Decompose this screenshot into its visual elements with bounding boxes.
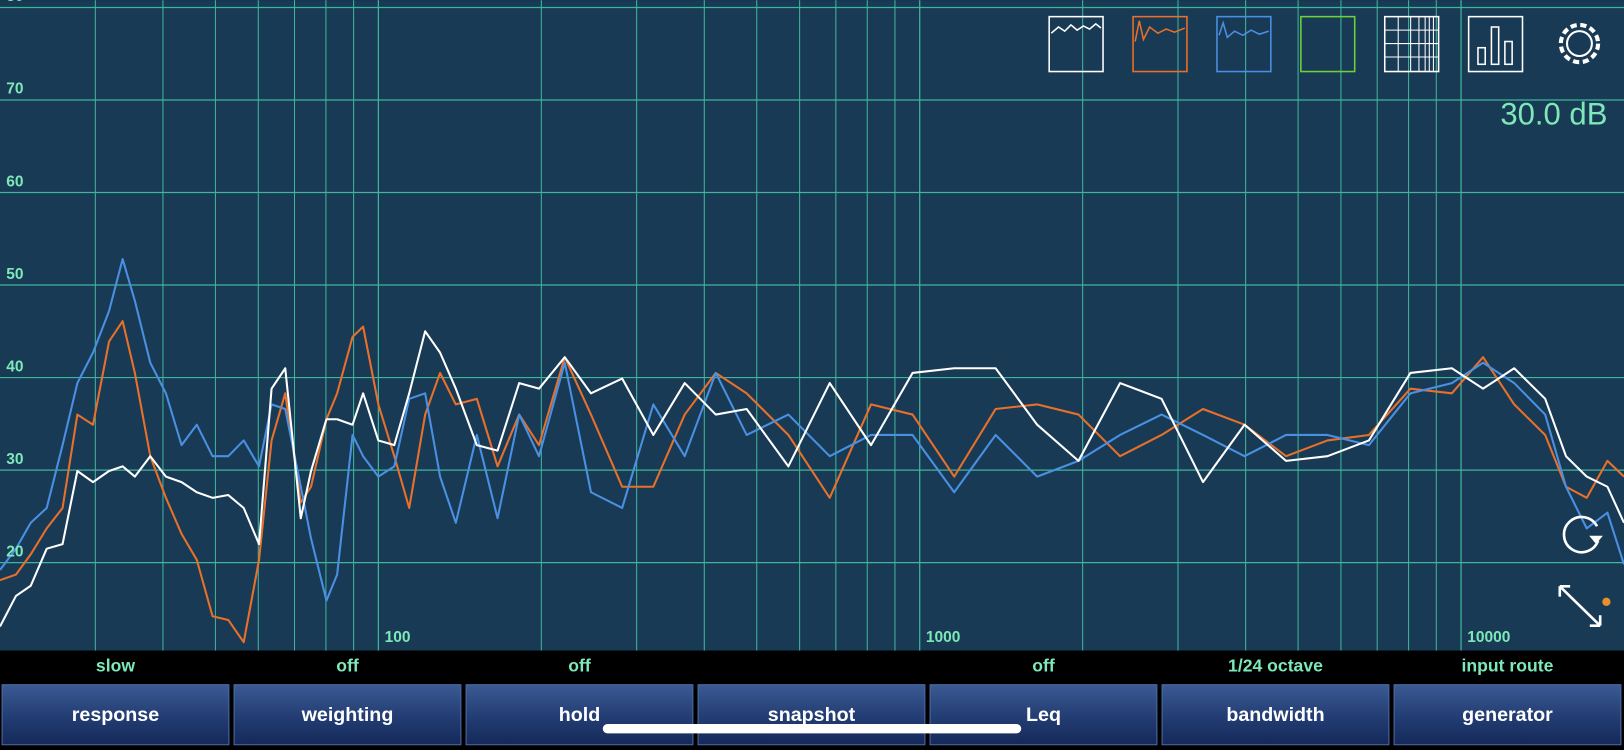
x-tick-label: 100 [385, 629, 411, 646]
plot-background [0, 0, 1624, 651]
control-bar: slow response off weighting off hold snapshot o… [1, 656, 1622, 746]
x-tick-label: 1000 [926, 629, 961, 646]
control-button[interactable] [1393, 684, 1622, 746]
tick-labels: 100 1000 10000 20 30 40 50 60 70 80 [6, 0, 1510, 646]
level-readout: 30.0 dB [1500, 96, 1607, 131]
traces [0, 258, 1624, 644]
control-button[interactable] [465, 684, 694, 746]
control-button[interactable] [1, 684, 230, 746]
home-indicator [602, 724, 1022, 734]
control-status: off [336, 656, 359, 676]
control-status: input route [1462, 656, 1554, 676]
control-button[interactable] [697, 684, 926, 746]
control-status: off [1032, 656, 1055, 676]
bars-view-toggle[interactable] [1467, 15, 1524, 73]
control-button-label[interactable]: Leq [1026, 704, 1061, 726]
spectrum-trace [0, 330, 1624, 627]
control-button[interactable] [1161, 684, 1390, 746]
white-trace-toggle[interactable] [1048, 15, 1104, 73]
blue-trace-toggle[interactable] [1216, 15, 1272, 73]
green-trace-toggle[interactable] [1300, 15, 1356, 73]
settings-button[interactable] [1558, 22, 1601, 65]
y-tick-label: 70 [6, 81, 23, 98]
spectrum-trace [0, 258, 1624, 602]
y-tick-label: 50 [6, 266, 23, 283]
grid-toggle[interactable] [1383, 15, 1440, 73]
control-status: 1/24 octave [1228, 656, 1323, 676]
reset-button[interactable] [1562, 515, 1603, 554]
control-button[interactable] [929, 684, 1158, 746]
control-button-label[interactable]: bandwidth [1226, 704, 1324, 726]
toolbar [1048, 15, 1611, 627]
control-button-label[interactable]: hold [559, 704, 600, 726]
control-button-label[interactable]: generator [1462, 704, 1553, 726]
y-tick-label: 80 [6, 0, 23, 5]
y-tick-label: 30 [6, 451, 23, 468]
expand-button[interactable] [1558, 584, 1611, 627]
control-button-label[interactable]: snapshot [768, 704, 856, 726]
control-button-label[interactable]: weighting [301, 704, 394, 726]
control-status: off [568, 656, 591, 676]
y-tick-label: 40 [6, 358, 23, 375]
x-tick-label: 10000 [1467, 629, 1510, 646]
control-status: slow [96, 656, 135, 676]
control-button[interactable] [233, 684, 462, 746]
y-tick-label: 60 [6, 173, 23, 190]
y-tick-label: 20 [6, 543, 23, 560]
orange-trace-toggle[interactable] [1132, 15, 1188, 73]
control-button-label[interactable]: response [72, 704, 159, 726]
grid [0, 0, 1624, 651]
spectrum-trace [0, 320, 1624, 644]
